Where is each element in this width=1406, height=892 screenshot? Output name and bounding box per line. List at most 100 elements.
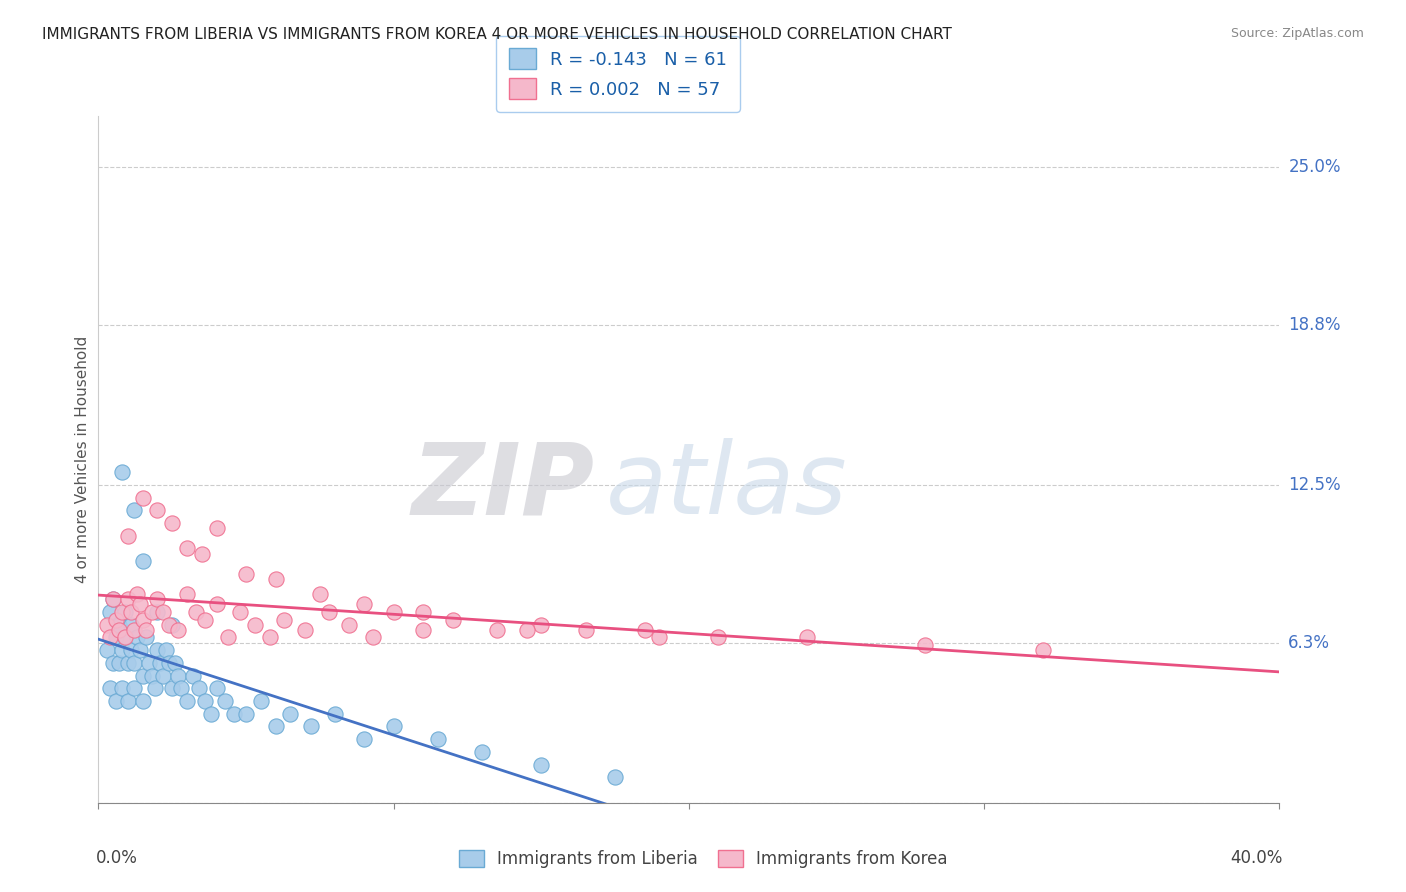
Point [132,613,155,627]
Point [120,605,142,619]
Point [114,605,136,619]
Point [235,566,257,581]
Point [105,631,128,645]
Point [111,681,134,696]
Point [132,554,155,568]
Point [132,668,155,682]
Point [157,656,180,670]
Point [516,623,538,637]
Point [471,745,494,759]
Point [361,631,384,645]
Y-axis label: 4 or more Vehicles in Household: 4 or more Vehicles in Household [75,335,90,583]
Text: ZIP: ZIP [412,438,595,535]
Point [205,598,228,612]
Point [122,623,145,637]
Point [120,643,142,657]
Point [122,681,145,696]
Point [114,631,136,645]
Point [135,623,157,637]
Point [105,613,128,627]
Point [141,605,163,619]
Point [353,598,375,612]
Point [146,605,169,619]
Point [309,587,332,601]
Point [155,643,177,657]
Point [235,706,257,721]
Point [530,757,553,772]
Point [120,617,142,632]
Point [128,598,150,612]
Point [152,605,174,619]
Point [96,643,118,657]
Point [108,617,131,632]
Point [605,770,627,784]
Point [117,529,139,543]
Point [187,681,209,696]
Point [796,631,818,645]
Point [146,592,169,607]
Point [318,605,340,619]
Point [382,719,405,733]
Point [162,617,183,632]
Point [125,587,148,601]
Point [575,623,598,637]
Point [170,681,193,696]
Text: 18.8%: 18.8% [1288,316,1341,334]
Point [122,503,145,517]
Point [162,516,183,530]
Point [250,694,273,708]
Point [125,631,148,645]
Point [128,643,150,657]
Point [294,623,316,637]
Text: 0.0%: 0.0% [96,848,138,867]
Legend: Immigrants from Liberia, Immigrants from Korea: Immigrants from Liberia, Immigrants from… [451,843,955,875]
Text: 40.0%: 40.0% [1230,848,1282,867]
Point [648,631,671,645]
Point [530,617,553,632]
Text: 12.5%: 12.5% [1288,475,1341,494]
Point [217,631,239,645]
Point [200,706,222,721]
Point [323,706,346,721]
Point [264,572,287,586]
Point [108,656,131,670]
Point [224,706,246,721]
Point [152,668,174,682]
Point [273,613,295,627]
Point [111,605,134,619]
Point [264,719,287,733]
Point [280,706,302,721]
Point [184,605,207,619]
Point [707,631,730,645]
Point [205,521,228,535]
Point [382,605,405,619]
Point [96,617,118,632]
Point [162,681,183,696]
Point [117,592,139,607]
Point [412,623,434,637]
Point [138,656,160,670]
Point [108,623,131,637]
Point [146,643,169,657]
Point [299,719,322,733]
Point [194,613,217,627]
Point [103,656,125,670]
Point [103,592,125,607]
Point [914,638,936,652]
Point [105,694,128,708]
Point [229,605,252,619]
Point [149,656,172,670]
Legend: R = -0.143   N = 61, R = 0.002   N = 57: R = -0.143 N = 61, R = 0.002 N = 57 [496,36,740,112]
Point [176,694,198,708]
Point [214,694,236,708]
Point [98,631,121,645]
Point [176,587,198,601]
Point [1032,643,1054,657]
Text: IMMIGRANTS FROM LIBERIA VS IMMIGRANTS FROM KOREA 4 OR MORE VEHICLES IN HOUSEHOLD: IMMIGRANTS FROM LIBERIA VS IMMIGRANTS FR… [42,27,952,42]
Point [98,681,121,696]
Point [486,623,509,637]
Point [165,656,187,670]
Point [111,643,134,657]
Point [132,694,155,708]
Point [117,694,139,708]
